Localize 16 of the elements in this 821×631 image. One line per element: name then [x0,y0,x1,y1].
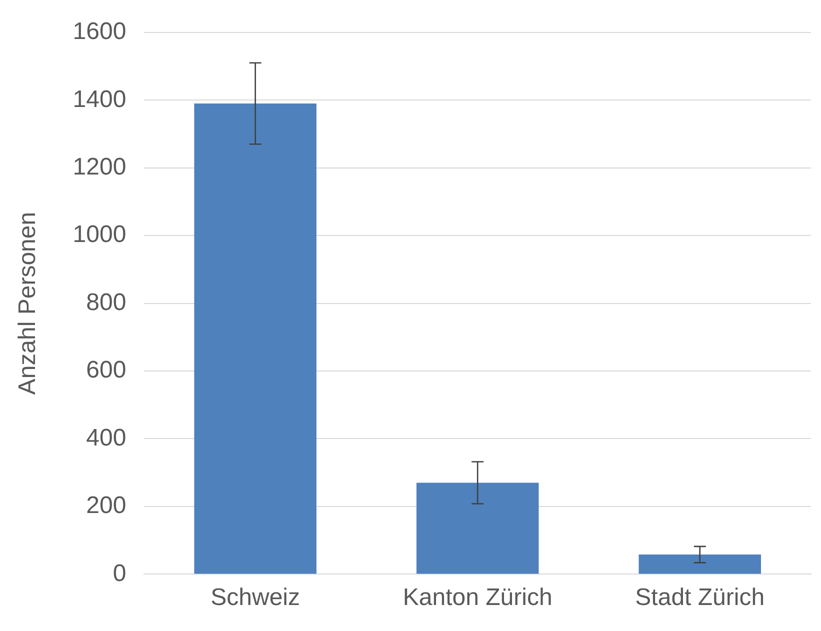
y-tick-label: 400 [86,424,126,452]
x-tick-label: Stadt Zürich [635,584,765,612]
y-tick-label: 0 [112,560,126,587]
y-tick-label: 800 [86,288,126,316]
bar [638,554,761,574]
x-tick-label: Kanton Zürich [402,584,552,612]
bar [194,104,316,574]
y-axis-title: Anzahl Personen [14,212,42,395]
y-tick-label: 1600 [72,18,126,46]
y-tick-label: 1000 [72,221,126,248]
y-tick-label: 600 [86,356,126,384]
y-tick-label: 200 [86,492,126,520]
x-tick-label: Schweiz [210,584,300,612]
bar [416,482,539,574]
y-tick-label: 1400 [72,86,126,113]
y-tick-label: 1200 [72,153,126,180]
